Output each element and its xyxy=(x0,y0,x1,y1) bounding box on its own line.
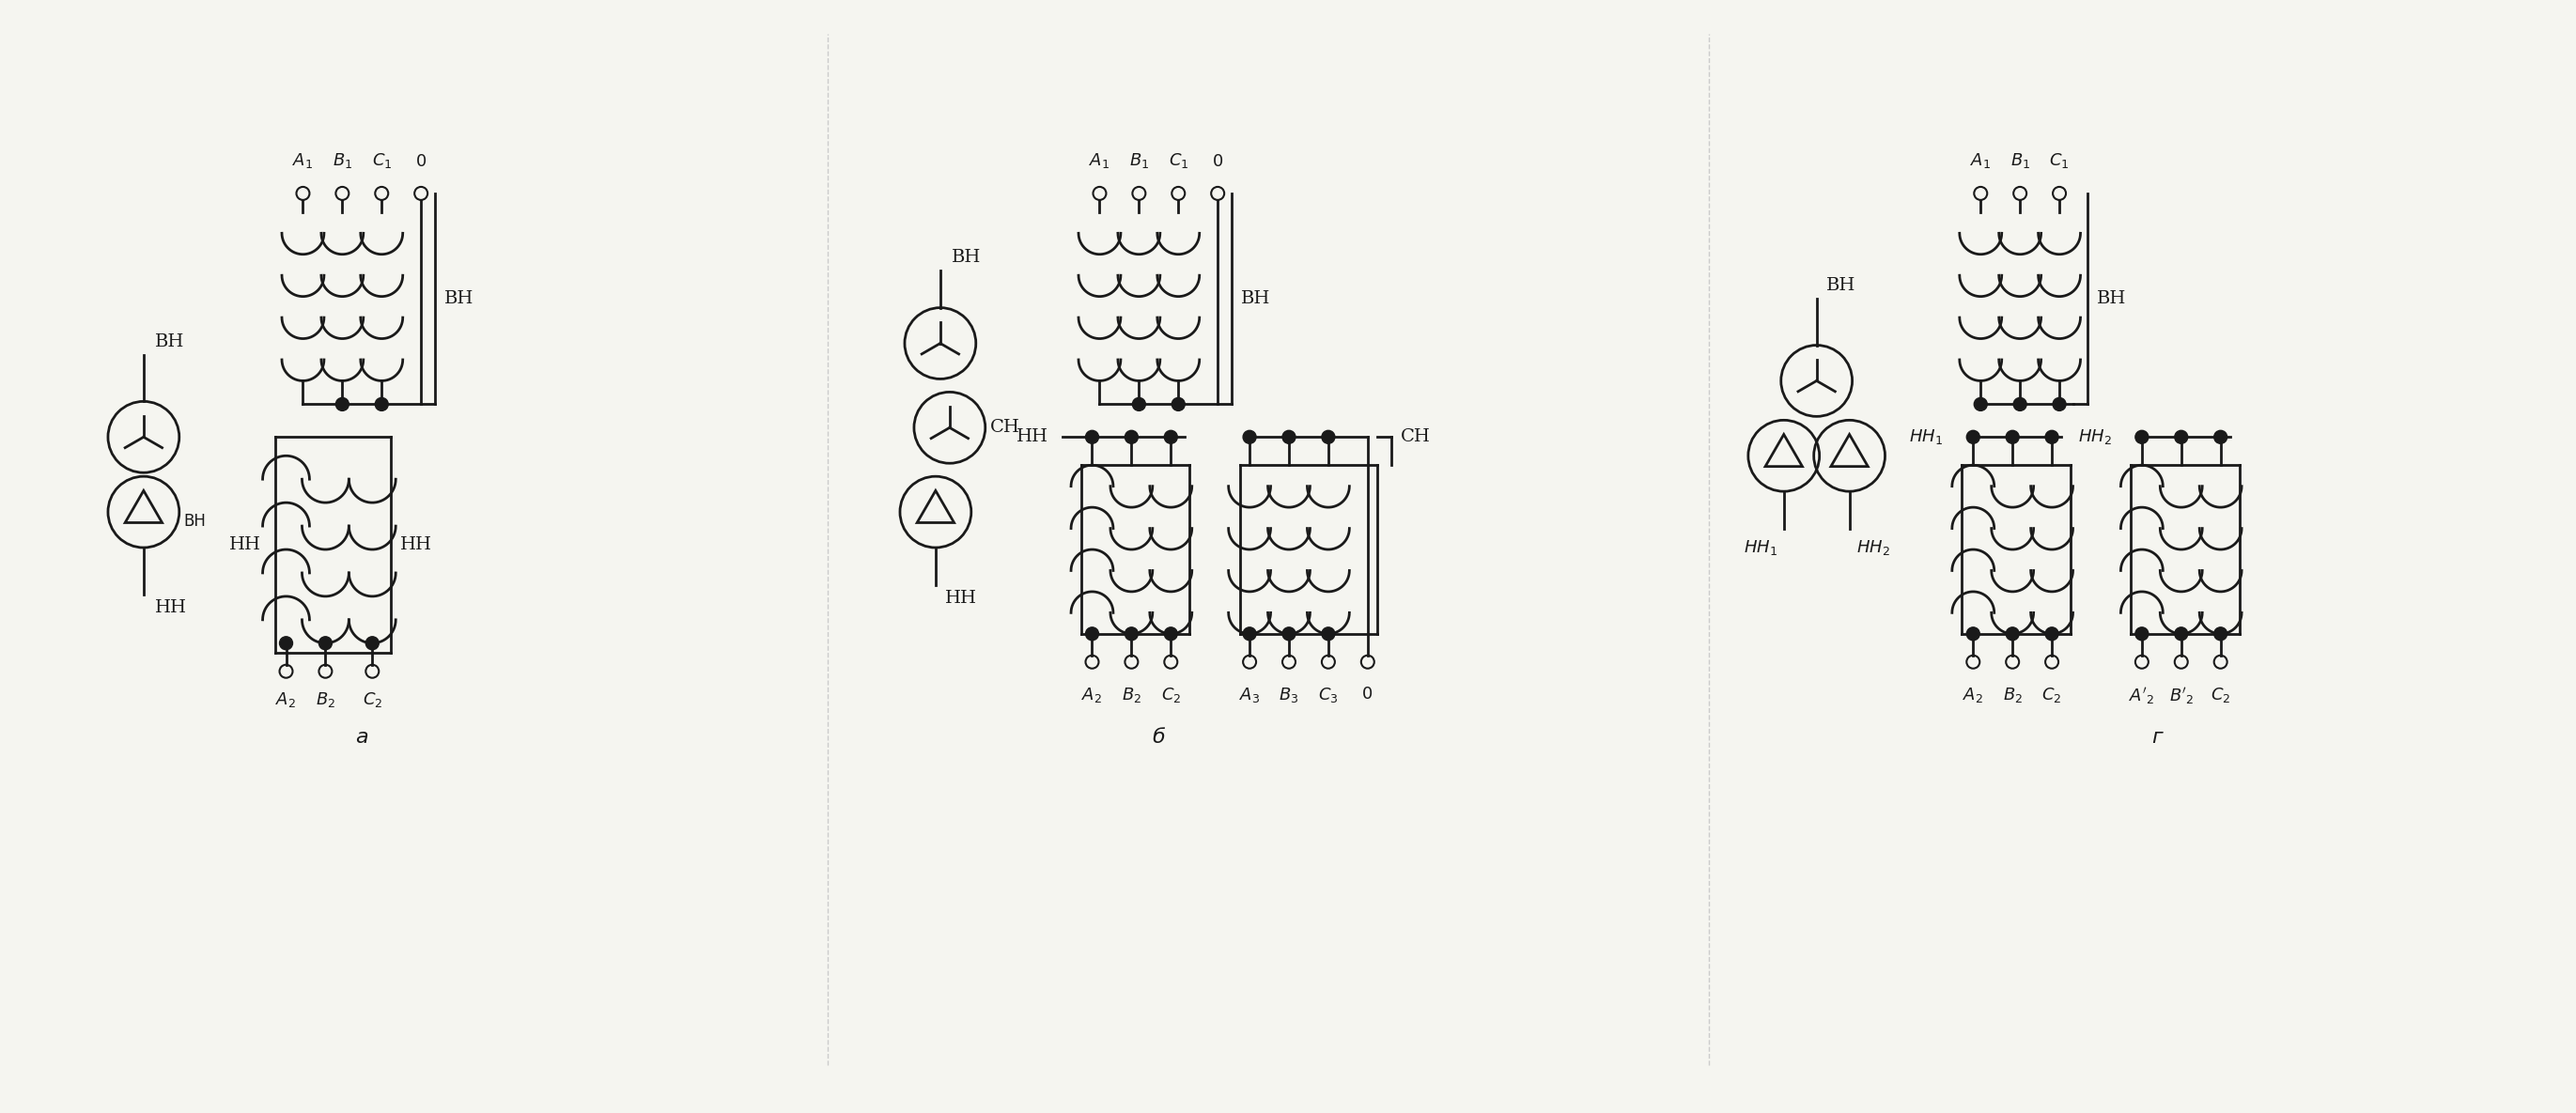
Circle shape xyxy=(2213,431,2228,444)
Text: а: а xyxy=(355,728,368,747)
Circle shape xyxy=(1133,397,1146,411)
Circle shape xyxy=(2007,628,2020,640)
Text: $HH_2$: $HH_2$ xyxy=(2079,427,2112,446)
Text: $A_3$: $A_3$ xyxy=(1239,686,1260,705)
Text: 0: 0 xyxy=(1363,686,1373,702)
Circle shape xyxy=(2014,397,2027,411)
Text: б: б xyxy=(1151,728,1164,747)
Circle shape xyxy=(366,637,379,650)
Circle shape xyxy=(2174,628,2187,640)
Circle shape xyxy=(281,637,294,650)
Circle shape xyxy=(1164,431,1177,444)
Circle shape xyxy=(1084,431,1100,444)
Text: $A_2$: $A_2$ xyxy=(1082,686,1103,705)
Circle shape xyxy=(1965,431,1981,444)
Circle shape xyxy=(1321,628,1334,640)
Text: BH: BH xyxy=(2097,290,2125,307)
Text: $C_1$: $C_1$ xyxy=(1170,151,1188,170)
Circle shape xyxy=(1164,628,1177,640)
Text: $B_2$: $B_2$ xyxy=(1121,686,1141,705)
Text: $HH_1$: $HH_1$ xyxy=(1909,427,1942,446)
Text: $C_2$: $C_2$ xyxy=(1162,686,1180,705)
Text: $A_1$: $A_1$ xyxy=(1090,151,1110,170)
Text: $C_1$: $C_1$ xyxy=(2050,151,2069,170)
Text: $B_1$: $B_1$ xyxy=(332,151,353,170)
Circle shape xyxy=(1126,628,1139,640)
Text: $B'_2$: $B'_2$ xyxy=(2169,686,2195,706)
Text: HH: HH xyxy=(399,536,433,553)
Circle shape xyxy=(2136,431,2148,444)
Circle shape xyxy=(2007,431,2020,444)
Text: BH: BH xyxy=(446,290,474,307)
Text: HH: HH xyxy=(155,599,188,615)
Text: $A_1$: $A_1$ xyxy=(1971,151,1991,170)
Circle shape xyxy=(2045,431,2058,444)
Text: $A_1$: $A_1$ xyxy=(294,151,314,170)
Circle shape xyxy=(1283,431,1296,444)
Text: HH: HH xyxy=(229,536,260,553)
Text: HH: HH xyxy=(945,590,976,607)
Circle shape xyxy=(1172,397,1185,411)
Circle shape xyxy=(1965,628,1981,640)
Text: $A_2$: $A_2$ xyxy=(1963,686,1984,705)
Text: $C_1$: $C_1$ xyxy=(371,151,392,170)
Text: BH: BH xyxy=(951,248,981,266)
Circle shape xyxy=(1244,628,1257,640)
Text: BH: BH xyxy=(183,513,206,530)
Circle shape xyxy=(1321,431,1334,444)
Text: $A_2$: $A_2$ xyxy=(276,690,296,709)
Circle shape xyxy=(2174,431,2187,444)
Text: 0: 0 xyxy=(415,154,425,170)
Text: $HH_2$: $HH_2$ xyxy=(1857,539,1891,556)
Text: $A'_2$: $A'_2$ xyxy=(2128,686,2154,706)
Text: $C_3$: $C_3$ xyxy=(1319,686,1340,705)
Circle shape xyxy=(1283,628,1296,640)
Text: 0: 0 xyxy=(1213,154,1224,170)
Circle shape xyxy=(376,397,389,411)
Text: CH: CH xyxy=(989,420,1020,436)
Circle shape xyxy=(1244,431,1257,444)
Text: BH: BH xyxy=(1242,290,1270,307)
Text: CH: CH xyxy=(1401,429,1430,445)
Circle shape xyxy=(2213,628,2228,640)
Circle shape xyxy=(2136,628,2148,640)
Text: $B_2$: $B_2$ xyxy=(314,690,335,709)
Circle shape xyxy=(319,637,332,650)
Circle shape xyxy=(2045,628,2058,640)
Circle shape xyxy=(335,397,348,411)
Circle shape xyxy=(1084,628,1100,640)
Text: BH: BH xyxy=(155,333,185,349)
Text: $B_2$: $B_2$ xyxy=(2002,686,2022,705)
Text: HH: HH xyxy=(1015,429,1048,445)
Text: $B_3$: $B_3$ xyxy=(1278,686,1298,705)
Circle shape xyxy=(1126,431,1139,444)
Circle shape xyxy=(2053,397,2066,411)
Text: $C_2$: $C_2$ xyxy=(363,690,381,709)
Text: г: г xyxy=(2151,728,2161,747)
Text: $C_2$: $C_2$ xyxy=(2210,686,2231,705)
Text: $HH_1$: $HH_1$ xyxy=(1744,539,1777,556)
Text: $B_1$: $B_1$ xyxy=(1128,151,1149,170)
Circle shape xyxy=(1973,397,1986,411)
Text: $B_1$: $B_1$ xyxy=(2009,151,2030,170)
Text: BH: BH xyxy=(1826,277,1855,294)
Text: $C_2$: $C_2$ xyxy=(2043,686,2061,705)
